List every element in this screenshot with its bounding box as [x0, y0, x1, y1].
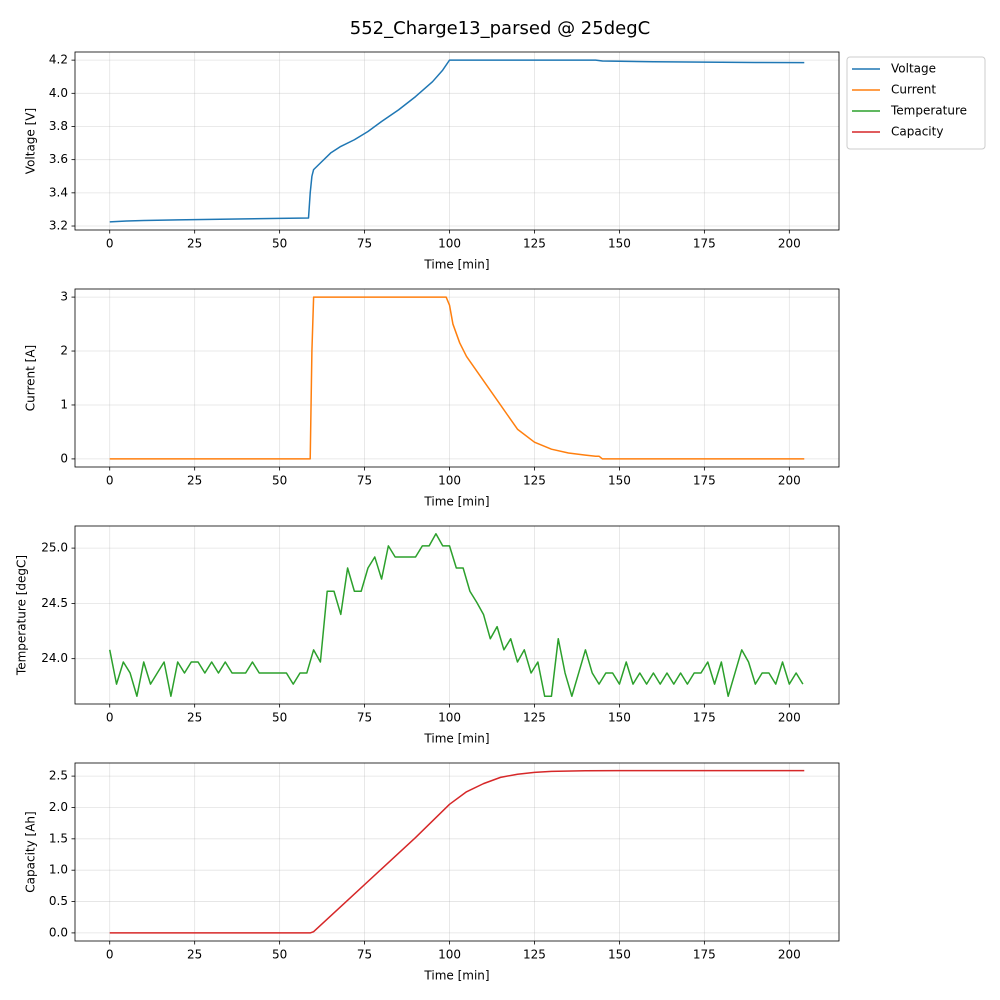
x-tick-label: 100: [438, 711, 461, 725]
legend-label: Capacity: [891, 125, 943, 139]
y-tick-label: 2: [60, 344, 68, 358]
y-axis-label: Current [A]: [24, 345, 38, 411]
x-tick-label: 25: [187, 711, 202, 725]
x-tick-label: 200: [778, 474, 801, 488]
x-tick-label: 125: [523, 948, 546, 962]
y-axis-label: Capacity [Ah]: [24, 811, 38, 892]
subplot: 0 25 50 75 100 125 150 175 200 0.0 0.5 1.0 1.5 2.0 2.5…: [24, 762, 840, 983]
axes-frame: [74, 51, 840, 231]
x-axis-label: Time [min]: [423, 732, 489, 746]
x-tick-label: 150: [608, 948, 631, 962]
x-tick-label: 125: [523, 237, 546, 251]
x-tick-label: 125: [523, 711, 546, 725]
x-tick-label: 175: [693, 711, 716, 725]
x-tick-label: 50: [272, 474, 287, 488]
x-axis-label: Time [min]: [423, 969, 489, 983]
x-tick-label: 150: [608, 711, 631, 725]
y-tick-label: 2.5: [49, 769, 68, 783]
y-axis-label: Temperature [degC]: [15, 555, 29, 676]
legend: Voltage Current Temperature Capacity: [846, 56, 986, 150]
x-tick-label: 100: [438, 474, 461, 488]
x-tick-label: 75: [357, 237, 372, 251]
x-tick-label: 175: [693, 474, 716, 488]
legend-label: Temperature: [890, 104, 967, 118]
x-tick-label: 50: [272, 237, 287, 251]
legend-label: Current: [891, 83, 936, 97]
x-tick-label: 75: [357, 711, 372, 725]
y-tick-label: 3.4: [49, 185, 68, 199]
y-tick-label: 2.0: [49, 800, 68, 814]
x-tick-label: 100: [438, 948, 461, 962]
axes-frame: [74, 525, 840, 705]
y-tick-label: 24.5: [41, 596, 68, 610]
x-tick-label: 0: [106, 237, 114, 251]
x-tick-label: 25: [187, 474, 202, 488]
y-tick-label: 3.6: [49, 152, 68, 166]
y-tick-label: 1.0: [49, 863, 68, 877]
plot-area: [109, 296, 805, 460]
y-tick-label: 4.0: [49, 86, 68, 100]
legend-label: Voltage: [891, 62, 936, 76]
axes-frame: [74, 762, 840, 942]
x-tick-label: 200: [778, 948, 801, 962]
y-tick-label: 25.0: [41, 541, 68, 555]
x-tick-label: 200: [778, 237, 801, 251]
x-tick-label: 125: [523, 474, 546, 488]
y-tick-label: 0: [60, 451, 68, 465]
figure-title: 552_Charge13_parsed @ 25degC: [350, 18, 650, 39]
plot-area: [109, 59, 805, 223]
x-tick-label: 175: [693, 948, 716, 962]
y-tick-label: 1.5: [49, 831, 68, 845]
x-tick-label: 50: [272, 711, 287, 725]
x-tick-label: 75: [357, 474, 372, 488]
data-line: [109, 769, 805, 934]
axes-frame: [74, 288, 840, 468]
x-tick-label: 100: [438, 237, 461, 251]
x-tick-label: 25: [187, 948, 202, 962]
x-tick-label: 175: [693, 237, 716, 251]
subplot: 0 25 50 75 100 125 150 175 200 24.0 24.5 25.0 Time […: [15, 525, 840, 746]
x-axis-label: Time [min]: [423, 258, 489, 272]
data-line: [109, 296, 805, 460]
x-tick-label: 200: [778, 711, 801, 725]
x-tick-label: 0: [106, 474, 114, 488]
y-axis-label: Voltage [V]: [24, 108, 38, 174]
subplot: 0 25 50 75 100 125 150 175 200 0 1 2 3 Time [min] Curr…: [24, 288, 840, 509]
y-tick-label: 24.0: [41, 651, 68, 665]
x-tick-label: 0: [106, 948, 114, 962]
x-tick-label: 0: [106, 711, 114, 725]
y-tick-label: 0.5: [49, 894, 68, 908]
data-line: [109, 59, 805, 223]
x-tick-label: 150: [608, 237, 631, 251]
y-tick-label: 1: [60, 397, 68, 411]
plot-area: [109, 769, 805, 934]
y-tick-label: 3.8: [49, 119, 68, 133]
y-tick-label: 0.0: [49, 925, 68, 939]
plot-area: [108, 532, 804, 698]
x-axis-label: Time [min]: [423, 495, 489, 509]
x-tick-label: 150: [608, 474, 631, 488]
x-tick-label: 75: [357, 948, 372, 962]
subplot: 0 25 50 75 100 125 150 175 200 3.2 3.4 3.6 3.8 4.0 4.2…: [24, 51, 840, 272]
legend-frame: [846, 56, 986, 150]
y-tick-label: 4.2: [49, 53, 68, 67]
y-tick-label: 3.2: [49, 219, 68, 233]
data-line: [108, 532, 804, 698]
x-tick-label: 25: [187, 237, 202, 251]
x-tick-label: 50: [272, 948, 287, 962]
y-tick-label: 3: [60, 290, 68, 304]
